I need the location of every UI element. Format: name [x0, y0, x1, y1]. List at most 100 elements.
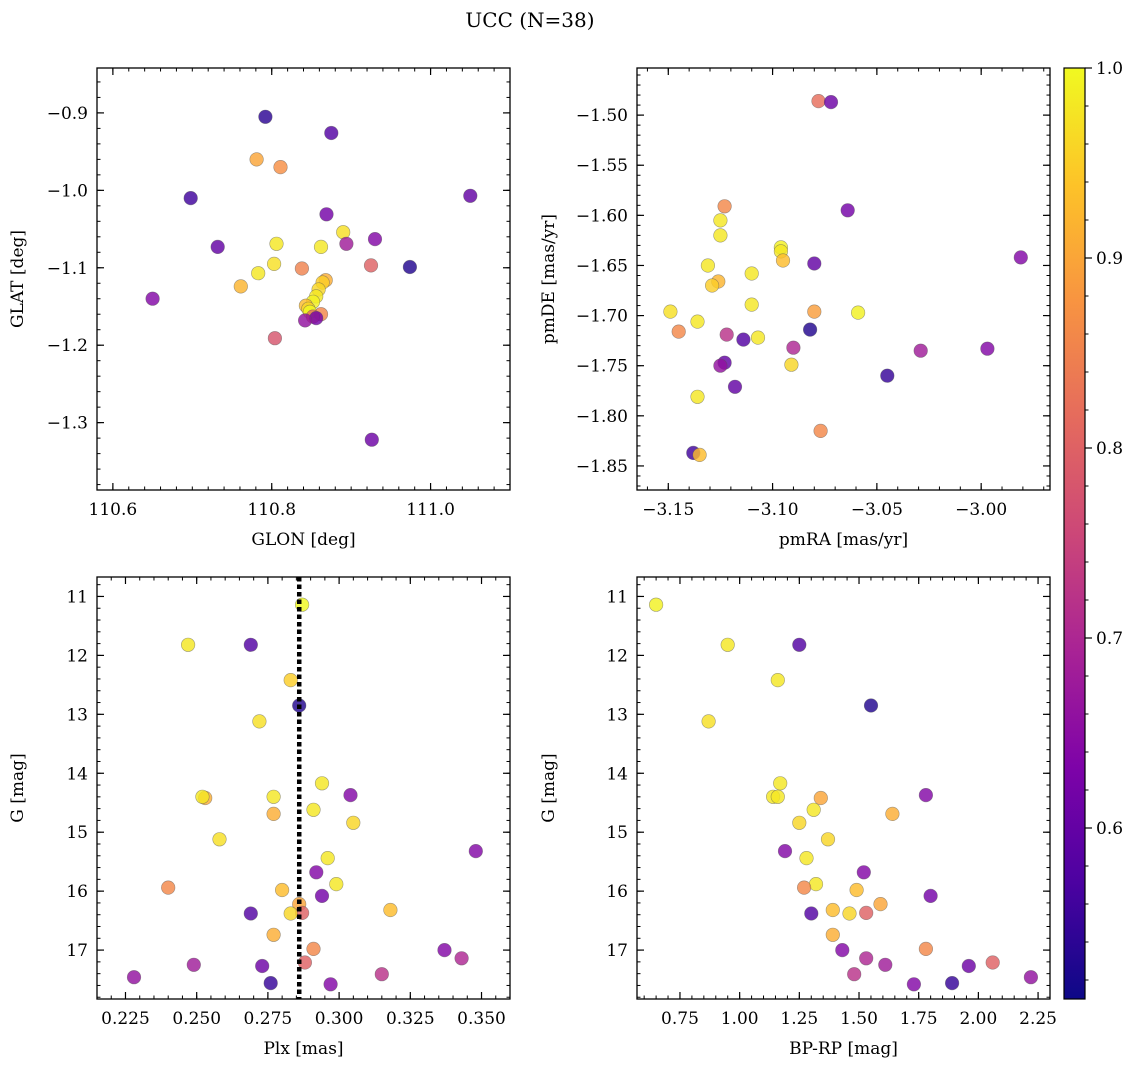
y-axis-label: G [mag] [539, 753, 559, 822]
data-point [700, 258, 716, 273]
data-point [294, 261, 310, 276]
data-point [873, 896, 888, 912]
axes-frame [636, 576, 1051, 1000]
data-point [364, 432, 379, 447]
scatter-panel-2: −3.15 −3.10 −3.05 −3.00 −1.85 −1.80 −1.75 −1.70… [539, 67, 1051, 550]
x-tick-label: 1.25 [780, 1009, 818, 1029]
x-tick-label: 0.300 [315, 1009, 364, 1029]
data-point [374, 967, 389, 982]
data-point [713, 228, 728, 243]
y-tick-label: 11 [606, 587, 628, 607]
data-point [298, 313, 313, 328]
data-point [183, 191, 198, 206]
data-point [923, 888, 938, 904]
scatter-panel-1: 110.6 110.8 111.0 −1.3 −1.2 −1.1 −1.0 −0.9 GLON … [8, 67, 511, 550]
y-tick-label: −1.80 [576, 407, 628, 427]
x-tick-label: 0.250 [172, 1009, 221, 1029]
data-point [267, 331, 283, 346]
x-tick-label: 0.225 [101, 1009, 150, 1029]
data-point [813, 790, 828, 806]
data-point [329, 876, 344, 892]
data-point [847, 967, 862, 982]
y-tick-label: 14 [66, 764, 88, 784]
x-axis-label: pmRA [mas/yr] [779, 530, 908, 550]
data-point [266, 789, 281, 804]
points-group [663, 93, 1028, 463]
data-point [210, 239, 225, 254]
data-point [842, 906, 857, 921]
data-point [306, 802, 321, 817]
data-point [181, 637, 196, 652]
data-point [319, 207, 334, 222]
axes-frame [96, 576, 511, 1000]
x-axis-label: Plx [mas] [263, 1039, 343, 1059]
scatter-panel-3: 0.225 0.250 0.275 0.300 0.325 0.350 11 12 13 14 15… [8, 576, 511, 1059]
data-point [320, 850, 335, 866]
colorbar-tick-label: 0.8 [1096, 439, 1123, 459]
y-tick-label: −1.65 [576, 256, 628, 276]
data-point [243, 906, 258, 921]
data-point [859, 951, 874, 966]
data-point [792, 815, 807, 830]
data-point [825, 927, 840, 942]
data-point [367, 232, 383, 247]
data-point [263, 975, 278, 991]
colorbar-tick-label: 0.6 [1096, 819, 1123, 839]
data-point [249, 152, 264, 167]
y-tick-label: 13 [606, 705, 628, 725]
axes-frame [636, 67, 1051, 491]
data-point [309, 865, 324, 880]
x-tick-label: −3.15 [642, 500, 694, 520]
x-tick-label: 0.75 [661, 1009, 699, 1029]
x-tick-label: 2.25 [1019, 1009, 1057, 1029]
data-point [825, 902, 840, 918]
data-point [823, 94, 839, 110]
y-tick-label: 14 [606, 764, 628, 784]
data-point [255, 958, 270, 974]
data-point [961, 958, 976, 974]
data-point [648, 597, 664, 612]
data-point [273, 160, 288, 175]
data-point [314, 776, 330, 791]
data-point [786, 340, 801, 355]
data-point [243, 637, 258, 652]
y-tick-label: 12 [66, 646, 88, 666]
data-point [719, 327, 734, 342]
x-tick-label: 0.275 [244, 1009, 293, 1029]
y-tick-label: −1.85 [576, 457, 628, 477]
data-point [799, 850, 814, 866]
data-point [313, 239, 329, 254]
data-point [306, 941, 321, 957]
data-point [339, 236, 354, 251]
data-point [727, 379, 743, 394]
y-tick-label: 11 [66, 587, 88, 607]
x-tick-label: −3.10 [747, 500, 799, 520]
figure-title: UCC (N=38) [465, 8, 594, 32]
y-axis-label: G [mag] [8, 753, 28, 822]
data-point [750, 330, 766, 345]
data-point [690, 314, 705, 329]
x-axis-label: GLON [deg] [251, 530, 355, 550]
data-point [1013, 250, 1028, 265]
data-point [468, 843, 483, 859]
data-point [717, 199, 732, 214]
data-point [807, 304, 822, 319]
points-group [145, 109, 478, 447]
colorbar-frame [1063, 67, 1086, 1000]
data-point [195, 789, 210, 804]
data-point [663, 304, 678, 319]
y-tick-label: 15 [66, 823, 88, 843]
data-point [775, 253, 791, 268]
data-point [252, 714, 267, 729]
data-point [792, 637, 807, 652]
data-point [744, 297, 759, 312]
points-group [648, 597, 1038, 992]
data-point [856, 865, 871, 880]
y-tick-label: 17 [66, 941, 88, 961]
data-point [212, 832, 227, 847]
data-point [770, 789, 785, 804]
data-point [343, 787, 358, 803]
data-point [806, 802, 821, 817]
colorbar: 0.6 0.7 0.8 0.9 1.0 [1063, 59, 1123, 1000]
